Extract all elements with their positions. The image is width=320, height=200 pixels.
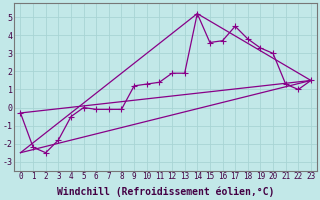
X-axis label: Windchill (Refroidissement éolien,°C): Windchill (Refroidissement éolien,°C) bbox=[57, 187, 274, 197]
